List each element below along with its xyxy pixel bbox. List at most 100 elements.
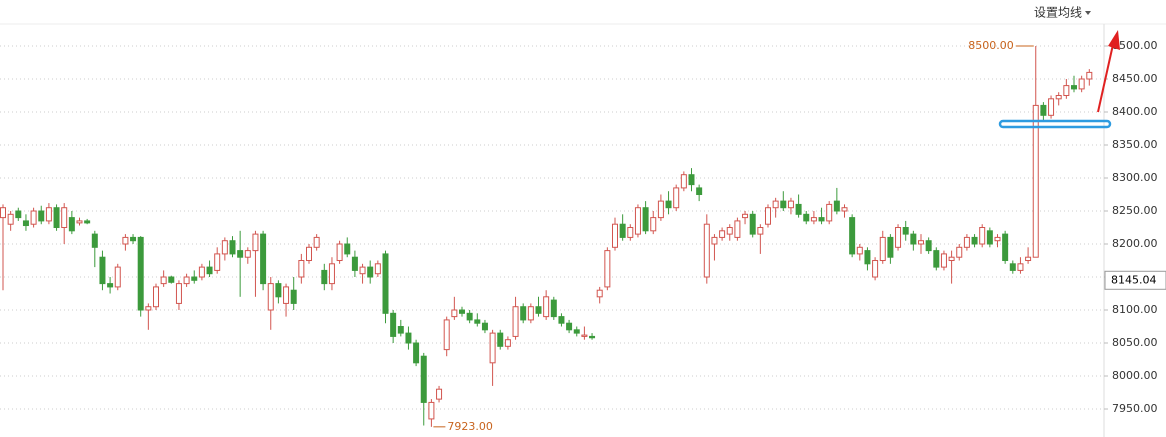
candle-body — [504, 339, 511, 347]
candle-body — [283, 286, 290, 304]
y-tick-label: 8200.00 — [1112, 237, 1158, 250]
candle-body — [328, 263, 335, 285]
candle-body — [84, 220, 91, 224]
candle-body — [795, 203, 802, 215]
candle-body — [895, 227, 902, 248]
candle-body — [604, 250, 611, 288]
candle-body — [940, 253, 947, 268]
candle-body — [619, 223, 626, 238]
candle-body — [1078, 78, 1085, 90]
y-tick-label: 8000.00 — [1112, 369, 1158, 382]
candle-body — [107, 283, 114, 288]
candle-body — [573, 329, 580, 334]
candle-body — [99, 256, 106, 285]
candle-body — [726, 227, 733, 235]
candle-body — [191, 276, 198, 281]
y-tick-label: 8350.00 — [1112, 138, 1158, 151]
candle-body — [420, 355, 427, 403]
candle-body — [45, 207, 52, 222]
candle-body — [298, 260, 305, 278]
candle-body — [7, 213, 14, 225]
y-tick-label: 7950.00 — [1112, 402, 1158, 415]
candle-body — [910, 233, 917, 245]
candle-body — [535, 306, 542, 314]
candle-body — [237, 250, 244, 258]
candle-body — [244, 250, 251, 258]
candle-body — [833, 200, 840, 212]
candle-body — [665, 200, 672, 209]
candle-body — [390, 312, 397, 337]
candle-body — [351, 256, 358, 271]
candle-body — [374, 263, 381, 275]
candle-body — [879, 236, 886, 262]
candle-body — [229, 240, 236, 255]
candle-body — [198, 266, 205, 278]
candle-body — [38, 210, 45, 222]
y-tick-label: 8450.00 — [1112, 72, 1158, 85]
candle-body — [474, 319, 481, 324]
candle-body — [321, 269, 328, 285]
candle-body — [1055, 95, 1062, 100]
candle-body — [30, 210, 37, 225]
candle-body — [497, 332, 504, 347]
candle-body — [780, 200, 787, 209]
candle-body — [719, 230, 726, 238]
y-tick-label: 8050.00 — [1112, 336, 1158, 349]
candle-body — [673, 187, 680, 209]
candle-body — [344, 243, 351, 255]
candle-body — [313, 236, 320, 248]
candle-body — [76, 220, 83, 224]
y-tick-label: 8500.00 — [1112, 39, 1158, 52]
candle-body — [405, 332, 412, 344]
candle-body — [443, 319, 450, 351]
candle-body — [1063, 85, 1070, 97]
y-tick-label: 8100.00 — [1112, 303, 1158, 316]
candle-body — [979, 227, 986, 245]
candle-body — [933, 250, 940, 268]
candle-body — [481, 322, 488, 331]
candle-body — [206, 266, 213, 275]
candle-body — [749, 213, 756, 235]
candle-body — [887, 236, 894, 258]
ma-button[interactable]: 设置均线 — [1034, 6, 1082, 20]
candle-body — [451, 309, 458, 318]
candle-body — [650, 217, 657, 232]
red-arrow-shaft — [1097, 39, 1115, 113]
candle-body — [1025, 256, 1032, 262]
candle-body — [696, 187, 703, 196]
candle-body — [466, 312, 473, 321]
candle-body — [1002, 233, 1009, 262]
candle-body — [543, 296, 550, 318]
candle-body — [290, 289, 297, 304]
candle-body — [956, 246, 963, 258]
candle-body — [1071, 85, 1077, 90]
candle-body — [22, 220, 29, 227]
candle-body — [1017, 263, 1024, 271]
candle-body — [948, 256, 955, 262]
candle-body — [512, 306, 519, 337]
candle-body — [627, 227, 634, 238]
candle-body — [918, 240, 924, 245]
candle-body — [589, 335, 596, 339]
candle-body — [856, 246, 863, 255]
candle-body — [787, 200, 794, 209]
candle-body — [221, 240, 228, 255]
candle-body — [703, 223, 710, 278]
candle-body — [359, 266, 366, 275]
candle-body — [612, 223, 618, 248]
candle-body — [803, 213, 810, 222]
candle-body — [550, 299, 557, 318]
candle-body — [849, 217, 856, 255]
candle-body — [864, 250, 871, 265]
candle-body — [925, 240, 932, 252]
candle-body — [68, 217, 75, 232]
candle-body — [734, 220, 741, 238]
candle-body — [634, 207, 641, 235]
candle-body — [183, 276, 190, 285]
candle-body — [489, 332, 496, 364]
low-label: 7923.00 — [447, 420, 493, 433]
candle-body — [413, 342, 420, 364]
candle-body — [275, 283, 282, 298]
candle-body — [122, 236, 129, 245]
